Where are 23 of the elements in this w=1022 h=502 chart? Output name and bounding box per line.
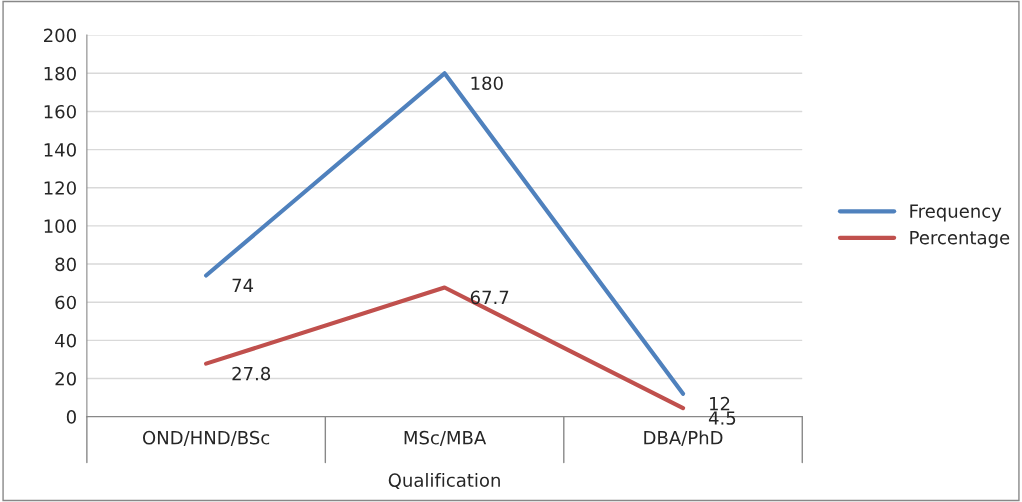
data-label: 27.8 — [232, 366, 271, 381]
data-label: 180 — [471, 76, 503, 91]
y-tick-label: 200 — [44, 28, 76, 43]
y-tick-label: 100 — [44, 219, 76, 234]
x-axis-title: Qualification — [388, 473, 500, 490]
y-tick-label: 80 — [55, 257, 76, 272]
x-tick-label: DBA/PhD — [644, 430, 723, 446]
y-tick-label: 120 — [44, 181, 76, 195]
y-tick-label: 40 — [55, 333, 76, 348]
y-tick-label: 160 — [44, 104, 76, 119]
legend-label: Percentage — [910, 230, 1010, 248]
data-label: 74 — [232, 278, 254, 292]
data-label: 67.7 — [470, 290, 509, 305]
y-tick-label: 180 — [44, 66, 76, 81]
x-tick-label: MSc/MBA — [404, 430, 487, 446]
y-tick-label: 20 — [55, 371, 76, 386]
data-label: 12 — [710, 396, 730, 411]
y-tick-label: 60 — [55, 295, 76, 310]
y-tick-label: 140 — [44, 143, 76, 157]
x-tick-label: OND/HND/BSc — [143, 430, 270, 446]
legend-label: Frequency — [910, 204, 1002, 222]
data-label: 4.5 — [708, 411, 736, 425]
y-tick-label: 0 — [66, 410, 76, 424]
